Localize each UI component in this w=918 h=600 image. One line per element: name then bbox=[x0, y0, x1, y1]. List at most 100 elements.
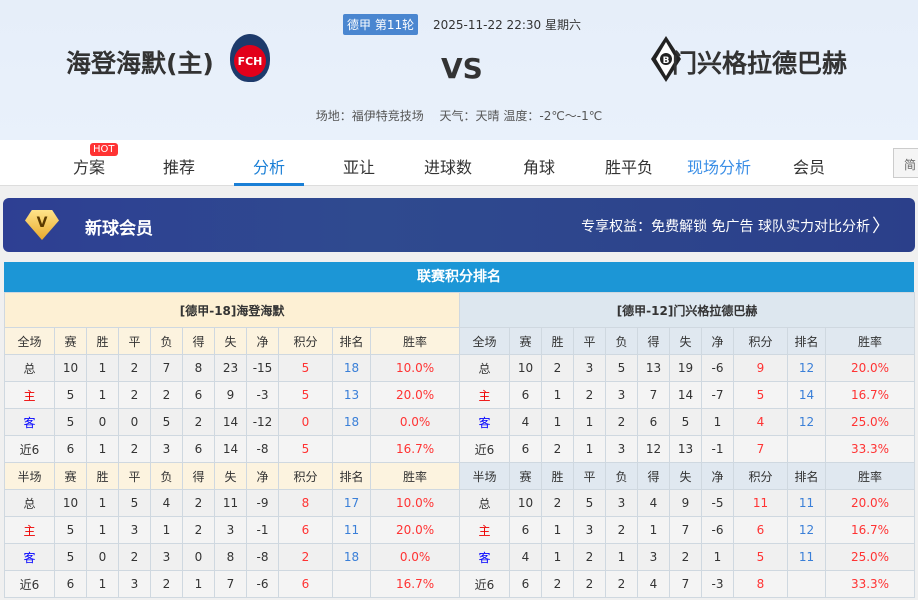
cell: 10 bbox=[54, 489, 87, 517]
cell: 5 bbox=[150, 408, 183, 436]
cell: 20.0% bbox=[369, 516, 461, 544]
column-header: 赛 bbox=[509, 462, 542, 490]
cell: -15 bbox=[246, 354, 279, 382]
column-header: 胜率 bbox=[824, 327, 916, 355]
cell: 5 bbox=[733, 543, 788, 571]
tab-1x2[interactable]: 胜平负 bbox=[605, 158, 654, 177]
cell: -1 bbox=[701, 435, 734, 463]
cell: 客 bbox=[459, 543, 510, 571]
table-row: 总 10 2 3 5 13 19 -6 9 12 20.0% bbox=[459, 354, 916, 382]
column-header: 净 bbox=[701, 327, 734, 355]
cell: 18 bbox=[332, 543, 371, 571]
cell: -1 bbox=[246, 516, 279, 544]
cell: 1 bbox=[701, 543, 734, 571]
cell: 2 bbox=[278, 543, 333, 571]
tab-corners[interactable]: 角球 bbox=[523, 158, 556, 177]
cell: 8 bbox=[278, 489, 333, 517]
column-header: 平 bbox=[573, 462, 606, 490]
cell: 12 bbox=[787, 354, 826, 382]
cell: -3 bbox=[246, 381, 279, 409]
cell: 11 bbox=[787, 543, 826, 571]
tab-analysis[interactable]: 分析 bbox=[253, 158, 286, 177]
tab-live-analysis[interactable]: 现场分析 bbox=[687, 158, 752, 177]
cell: 10 bbox=[509, 354, 542, 382]
cell: 23 bbox=[214, 354, 247, 382]
match-datetime: 2025-11-22 22:30 星期六 bbox=[433, 18, 581, 32]
home-team-logo[interactable]: FCH bbox=[230, 34, 270, 82]
cell: 1 bbox=[701, 408, 734, 436]
cell: 18 bbox=[332, 408, 371, 436]
column-header: 平 bbox=[118, 327, 151, 355]
match-header: 德甲 第11轮 2025-11-22 22:30 星期六 海登海默(主) FCH… bbox=[0, 0, 918, 140]
cell: 5 bbox=[118, 489, 151, 517]
cell: 6 bbox=[54, 435, 87, 463]
table-row: 近6 6 1 2 3 6 14 -8 5 16.7% bbox=[4, 435, 461, 463]
chevron-right-icon: 〉 bbox=[872, 216, 890, 237]
cell: 12 bbox=[637, 435, 670, 463]
column-header: 失 bbox=[214, 462, 247, 490]
cell: 12 bbox=[787, 408, 826, 436]
table-row: 主 6 1 3 2 1 7 -6 6 12 16.7% bbox=[459, 516, 916, 544]
tab-recommend[interactable]: 推荐 bbox=[163, 158, 196, 177]
cell: 总 bbox=[459, 489, 510, 517]
cell: 4 bbox=[509, 408, 542, 436]
team-header: [德甲-12]门兴格拉德巴赫 bbox=[458, 292, 916, 328]
cell: 总 bbox=[459, 354, 510, 382]
cell: 3 bbox=[605, 489, 638, 517]
cell bbox=[787, 570, 826, 598]
column-header: 胜率 bbox=[824, 462, 916, 490]
cell: 1 bbox=[86, 570, 119, 598]
cell: 3 bbox=[150, 435, 183, 463]
column-header: 得 bbox=[182, 327, 215, 355]
cell: 33.3% bbox=[824, 570, 916, 598]
column-header: 失 bbox=[669, 462, 702, 490]
cell: 20.0% bbox=[824, 489, 916, 517]
home-team-name[interactable]: 海登海默(主) bbox=[66, 49, 214, 78]
cell: 2 bbox=[541, 354, 574, 382]
tab-membership[interactable]: 会员 bbox=[793, 158, 826, 177]
away-team-logo[interactable]: B bbox=[651, 36, 681, 82]
svg-text:B: B bbox=[663, 56, 670, 66]
cell: 5 bbox=[605, 354, 638, 382]
cell: 1 bbox=[541, 516, 574, 544]
column-header: 平 bbox=[573, 327, 606, 355]
cell: 5 bbox=[54, 516, 87, 544]
column-header: 失 bbox=[214, 327, 247, 355]
column-header: 赛 bbox=[509, 327, 542, 355]
away-team-name[interactable]: 门兴格拉德巴赫 bbox=[672, 49, 848, 78]
tab-plan[interactable]: 方案 bbox=[73, 158, 106, 177]
column-header: 胜率 bbox=[369, 462, 461, 490]
vip-banner[interactable]: V 新球会员 专享权益：免费解锁 免广告 球队实力对比分析 〉 bbox=[3, 198, 915, 252]
cell: 3 bbox=[118, 516, 151, 544]
cell: 客 bbox=[459, 408, 510, 436]
column-header: 积分 bbox=[733, 327, 788, 355]
cell: 1 bbox=[86, 354, 119, 382]
cell: 2 bbox=[118, 381, 151, 409]
cell: 4 bbox=[637, 570, 670, 598]
cell: 1 bbox=[150, 516, 183, 544]
cell: -8 bbox=[246, 543, 279, 571]
cell: 总 bbox=[4, 354, 55, 382]
tab-goals[interactable]: 进球数 bbox=[424, 158, 473, 177]
cell: 8 bbox=[182, 354, 215, 382]
cell: 9 bbox=[733, 354, 788, 382]
cell: -6 bbox=[701, 516, 734, 544]
language-button[interactable]: 简 bbox=[893, 148, 918, 178]
table-row: 总 10 1 5 4 2 11 -9 8 17 10.0% bbox=[4, 489, 461, 517]
cell: 6 bbox=[733, 516, 788, 544]
cell: 0 bbox=[86, 408, 119, 436]
league-round-badge[interactable]: 德甲 第11轮 bbox=[343, 14, 419, 35]
tab-asian-handicap[interactable]: 亚让 bbox=[343, 158, 376, 177]
cell: 1 bbox=[541, 543, 574, 571]
column-header: 负 bbox=[605, 462, 638, 490]
cell: 33.3% bbox=[824, 435, 916, 463]
cell: 16.7% bbox=[824, 516, 916, 544]
cell: 6 bbox=[509, 570, 542, 598]
cell: -6 bbox=[246, 570, 279, 598]
cell: 5 bbox=[54, 543, 87, 571]
cell: 6 bbox=[182, 435, 215, 463]
cell: -3 bbox=[701, 570, 734, 598]
header-row: 全场赛胜平负得失净积分 排名 胜率 bbox=[4, 327, 461, 355]
cell: 3 bbox=[573, 354, 606, 382]
cell: 6 bbox=[509, 435, 542, 463]
